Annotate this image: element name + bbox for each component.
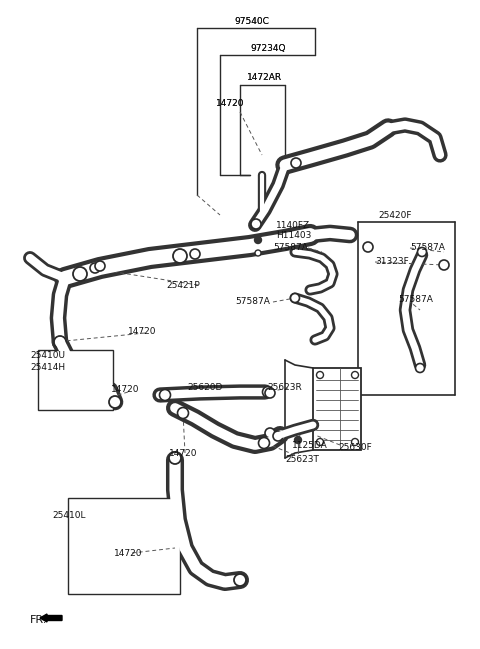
Text: H11403: H11403 xyxy=(276,232,312,241)
Circle shape xyxy=(234,574,246,586)
Circle shape xyxy=(416,363,424,373)
Text: 14720: 14720 xyxy=(216,99,244,108)
Text: 25420F: 25420F xyxy=(378,210,412,219)
Circle shape xyxy=(439,260,449,270)
Circle shape xyxy=(109,396,121,408)
Circle shape xyxy=(259,437,269,448)
Circle shape xyxy=(255,250,261,256)
Text: 14720: 14720 xyxy=(114,548,142,557)
Text: 25623R: 25623R xyxy=(268,382,302,391)
Text: 25620D: 25620D xyxy=(187,382,223,391)
Text: 25410U: 25410U xyxy=(30,350,65,360)
Circle shape xyxy=(263,387,274,397)
Text: 57587A: 57587A xyxy=(410,243,445,252)
Text: 14720: 14720 xyxy=(111,386,139,395)
Text: 57587A: 57587A xyxy=(273,243,308,252)
Text: 1472AR: 1472AR xyxy=(247,73,283,82)
Bar xyxy=(38,350,113,410)
Circle shape xyxy=(316,371,324,378)
Circle shape xyxy=(173,249,187,263)
Text: 57587A: 57587A xyxy=(398,295,433,304)
Circle shape xyxy=(73,267,87,281)
Text: 97234Q: 97234Q xyxy=(250,43,286,53)
Text: 25410L: 25410L xyxy=(52,511,85,520)
Text: 97540C: 97540C xyxy=(235,16,269,25)
Bar xyxy=(68,498,180,594)
Circle shape xyxy=(169,452,181,464)
Text: 97234Q: 97234Q xyxy=(250,43,286,53)
Text: 31323F: 31323F xyxy=(375,258,409,267)
Text: 25421P: 25421P xyxy=(166,280,200,289)
Circle shape xyxy=(290,293,300,302)
Text: 14720: 14720 xyxy=(128,328,156,336)
Text: 14720: 14720 xyxy=(216,99,244,108)
Text: 97540C: 97540C xyxy=(235,16,269,25)
Circle shape xyxy=(251,219,261,229)
Text: 25630F: 25630F xyxy=(338,443,372,452)
Circle shape xyxy=(363,242,373,252)
Circle shape xyxy=(351,439,359,445)
Text: FR.: FR. xyxy=(30,615,48,625)
Text: 25414H: 25414H xyxy=(30,363,65,371)
Text: 14720: 14720 xyxy=(169,448,197,458)
Circle shape xyxy=(265,428,275,438)
Text: 1472AR: 1472AR xyxy=(247,73,283,82)
Circle shape xyxy=(254,236,262,243)
Circle shape xyxy=(90,263,100,273)
Circle shape xyxy=(295,437,301,443)
Text: 1125DA: 1125DA xyxy=(292,441,328,450)
Circle shape xyxy=(316,439,324,445)
Circle shape xyxy=(159,389,170,400)
Text: 25623T: 25623T xyxy=(285,456,319,465)
Circle shape xyxy=(273,431,283,441)
Circle shape xyxy=(178,408,189,419)
FancyArrow shape xyxy=(40,614,62,622)
Text: 1140FZ: 1140FZ xyxy=(276,221,310,230)
Bar xyxy=(313,368,361,450)
Circle shape xyxy=(265,388,275,398)
Circle shape xyxy=(418,247,427,256)
Circle shape xyxy=(54,336,66,348)
Circle shape xyxy=(291,158,301,168)
Circle shape xyxy=(190,249,200,259)
Text: 57587A: 57587A xyxy=(235,297,270,306)
Circle shape xyxy=(351,371,359,378)
Circle shape xyxy=(95,261,105,271)
